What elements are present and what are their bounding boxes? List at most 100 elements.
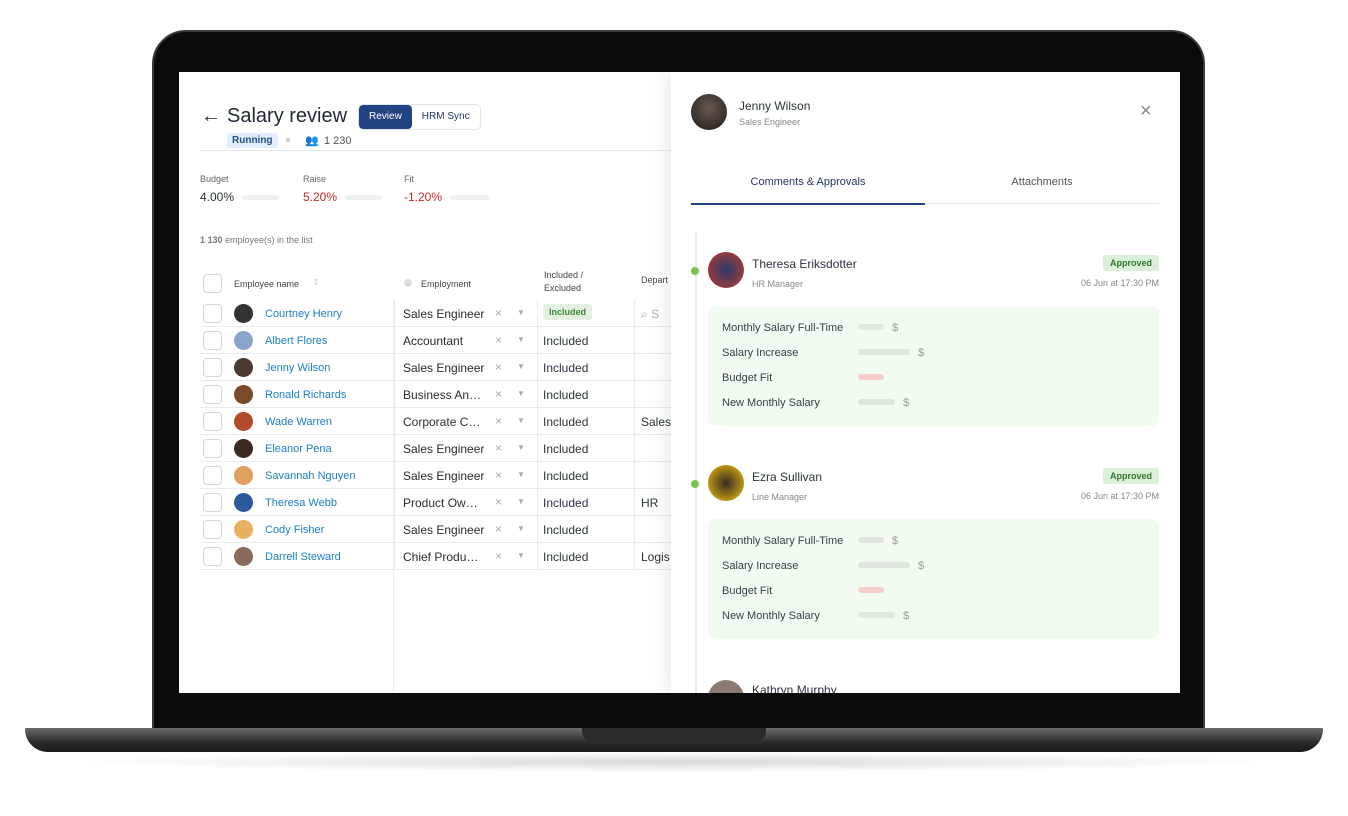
- table-row[interactable]: Cody Fisher Sales Engineer × ▼ Included: [199, 516, 679, 543]
- included-value[interactable]: Included: [543, 334, 589, 348]
- clear-icon[interactable]: ×: [495, 549, 503, 563]
- employment-select[interactable]: Business An…: [403, 388, 482, 402]
- employment-select[interactable]: Sales Engineer: [403, 523, 485, 537]
- employee-name-link[interactable]: Jenny Wilson: [265, 362, 331, 374]
- clear-icon[interactable]: ×: [495, 333, 503, 347]
- employment-select[interactable]: Sales Engineer: [403, 307, 485, 321]
- chevron-down-icon[interactable]: ▼: [517, 551, 525, 560]
- chevron-down-icon[interactable]: ▼: [517, 524, 525, 533]
- column-employee-name[interactable]: Employee name: [234, 279, 300, 289]
- clear-icon[interactable]: ×: [495, 441, 503, 455]
- employee-name-link[interactable]: Albert Flores: [265, 335, 328, 347]
- clear-icon[interactable]: ×: [495, 360, 503, 374]
- cell-divider: [537, 408, 538, 435]
- included-value[interactable]: Included: [543, 388, 589, 402]
- table-row[interactable]: Courtney Henry Sales Engineer × ▼ Includ…: [199, 300, 679, 327]
- employment-select[interactable]: Accountant: [403, 334, 464, 348]
- select-all-checkbox[interactable]: [203, 274, 222, 293]
- column-included[interactable]: Included / Excluded: [544, 270, 584, 293]
- table-row[interactable]: Theresa Webb Product Ow… × ▼ Included HR: [199, 489, 679, 516]
- column-department[interactable]: Depart: [641, 275, 669, 285]
- clear-icon[interactable]: ×: [495, 306, 503, 320]
- search-icon[interactable]: ⌕ S: [641, 307, 660, 321]
- table-row[interactable]: Jenny Wilson Sales Engineer × ▼ Included: [199, 354, 679, 381]
- table-row[interactable]: Darrell Steward Chief Produ… × ▼ Include…: [199, 543, 679, 570]
- row-checkbox[interactable]: [203, 358, 222, 377]
- avatar: [234, 493, 253, 512]
- row-checkbox[interactable]: [203, 412, 222, 431]
- approver-name: Ezra Sullivan: [752, 470, 823, 484]
- tab-attachments[interactable]: Attachments: [1011, 176, 1073, 188]
- chevron-down-icon[interactable]: ▼: [517, 443, 525, 452]
- included-value[interactable]: Included: [543, 550, 589, 564]
- employment-select[interactable]: Sales Engineer: [403, 469, 485, 483]
- row-checkbox[interactable]: [203, 439, 222, 458]
- cell-divider: [537, 381, 538, 408]
- currency-symbol: $: [918, 560, 925, 572]
- clear-icon[interactable]: ×: [495, 495, 503, 509]
- tab-hrm-sync[interactable]: HRM Sync: [421, 111, 470, 122]
- employee-name-link[interactable]: Theresa Webb: [265, 497, 337, 509]
- employment-select[interactable]: Chief Produ…: [403, 550, 479, 564]
- detail-panel: Jenny Wilson Sales Engineer × Comments &…: [671, 72, 1180, 693]
- included-badge[interactable]: Included: [543, 304, 593, 320]
- sort-icon[interactable]: ⇕: [312, 277, 320, 287]
- chevron-down-icon[interactable]: ▼: [517, 362, 525, 371]
- clear-icon[interactable]: ×: [495, 387, 503, 401]
- included-value[interactable]: Included: [543, 361, 589, 375]
- table-row[interactable]: Savannah Nguyen Sales Engineer × ▼ Inclu…: [199, 462, 679, 489]
- chevron-down-icon[interactable]: ▼: [517, 308, 525, 317]
- row-checkbox[interactable]: [203, 520, 222, 539]
- row-checkbox[interactable]: [203, 466, 222, 485]
- tab-comments-approvals[interactable]: Comments & Approvals: [750, 176, 866, 188]
- table-row[interactable]: Albert Flores Accountant × ▼ Included: [199, 327, 679, 354]
- tab-review[interactable]: Review: [359, 105, 412, 129]
- row-checkbox[interactable]: [203, 493, 222, 512]
- column-employment[interactable]: Employment: [421, 279, 472, 289]
- included-value[interactable]: Included: [543, 469, 589, 483]
- department-search-input[interactable]: S: [651, 307, 660, 321]
- view-toggle: Review HRM Sync: [358, 104, 481, 130]
- included-value[interactable]: Included: [543, 415, 589, 429]
- employment-select[interactable]: Sales Engineer: [403, 442, 485, 456]
- clear-icon[interactable]: ×: [495, 468, 503, 482]
- employee-name-link[interactable]: Eleanor Pena: [265, 443, 332, 455]
- row-checkbox[interactable]: [203, 547, 222, 566]
- close-icon[interactable]: ×: [1140, 100, 1152, 122]
- currency-symbol: $: [903, 397, 910, 409]
- cell-divider: [394, 300, 395, 327]
- back-arrow-icon[interactable]: ←: [201, 105, 221, 127]
- employee-name-link[interactable]: Savannah Nguyen: [265, 470, 356, 482]
- row-checkbox[interactable]: [203, 385, 222, 404]
- employee-name-link[interactable]: Ronald Richards: [265, 389, 347, 401]
- chevron-down-icon[interactable]: ▼: [517, 389, 525, 398]
- field-label: New Monthly Salary: [722, 610, 820, 622]
- employment-select[interactable]: Sales Engineer: [403, 361, 485, 375]
- included-value[interactable]: Included: [543, 523, 589, 537]
- employment-select[interactable]: Product Ow…: [403, 496, 478, 510]
- avatar: [708, 680, 744, 693]
- info-icon: [404, 279, 412, 287]
- table-row[interactable]: Ronald Richards Business An… × ▼ Include…: [199, 381, 679, 408]
- employee-name-link[interactable]: Wade Warren: [265, 416, 333, 428]
- employee-name-link[interactable]: Courtney Henry: [265, 308, 343, 320]
- clear-icon[interactable]: ×: [495, 414, 503, 428]
- chevron-down-icon[interactable]: ▼: [517, 335, 525, 344]
- cell-divider: [394, 327, 395, 354]
- table-row[interactable]: Eleanor Pena Sales Engineer × ▼ Included: [199, 435, 679, 462]
- employment-select[interactable]: Corporate C…: [403, 415, 481, 429]
- clear-icon[interactable]: ×: [495, 522, 503, 536]
- included-value[interactable]: Included: [543, 496, 589, 510]
- included-value[interactable]: Included: [543, 442, 589, 456]
- value-placeholder: [858, 399, 895, 405]
- chevron-down-icon[interactable]: ▼: [517, 416, 525, 425]
- row-checkbox[interactable]: [203, 331, 222, 350]
- metric-label: Fit: [404, 174, 414, 184]
- employee-name-link[interactable]: Darrell Steward: [265, 551, 341, 563]
- employee-name-link[interactable]: Cody Fisher: [265, 524, 325, 536]
- chevron-down-icon[interactable]: ▼: [517, 470, 525, 479]
- table-row[interactable]: Wade Warren Corporate C… × ▼ Included Sal…: [199, 408, 679, 435]
- chevron-down-icon[interactable]: ▼: [517, 497, 525, 506]
- row-checkbox[interactable]: [203, 304, 222, 323]
- users-icon: 👥: [305, 135, 319, 147]
